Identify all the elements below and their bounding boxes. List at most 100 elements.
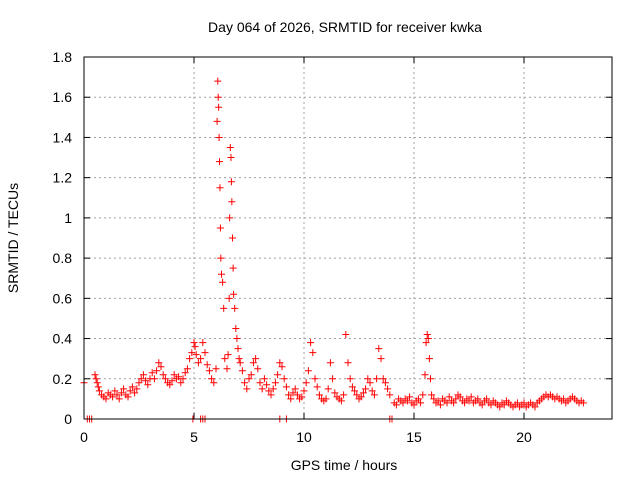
data-point [190,339,198,347]
data-point [131,389,139,397]
data-point [161,375,169,383]
data-point [216,184,224,192]
data-point [92,375,100,383]
data-point [452,395,460,403]
data-point [414,395,422,403]
data-point [197,355,205,363]
data-point [263,381,271,389]
data-point [153,367,161,375]
data-point [392,401,400,409]
data-point [245,375,253,383]
data-point [487,401,495,409]
data-point [225,294,233,302]
y-tick-label: 1.4 [53,129,73,145]
data-point [406,393,414,401]
data-point [183,365,191,373]
data-point [445,393,453,401]
data-point [205,367,213,375]
data-point [399,399,407,407]
data-point [227,178,235,186]
data-point [269,385,277,393]
data-point [531,403,539,411]
data-point [291,385,299,393]
data-point [227,154,235,162]
data-point [467,393,475,401]
data-point [113,391,121,399]
data-point [186,355,194,363]
data-point [155,359,163,367]
data-point [351,387,359,395]
y-tick-label: 1.8 [53,49,73,65]
data-point [179,375,187,383]
data-point [282,383,290,391]
data-point [191,343,199,351]
data-point [362,385,370,393]
data-point [243,385,251,393]
data-point [208,375,216,383]
data-point [483,395,491,403]
data-point [214,77,222,85]
data-point [217,254,225,262]
data-point [213,117,221,125]
data-point [241,379,249,387]
data-point [424,335,432,343]
data-point [135,379,143,387]
data-point [461,399,469,407]
data-point [430,395,438,403]
data-point [229,234,236,242]
y-axis-label: SRMTID / TECUs [5,183,21,293]
data-point [234,345,242,353]
x-tick-label: 5 [190,429,198,445]
data-point [403,397,411,405]
data-point [520,399,528,407]
data-point [109,393,117,401]
y-tick-label: 0.8 [53,250,73,266]
data-point [379,375,387,383]
data-point [434,397,442,405]
data-point [224,351,232,359]
y-tick-label: 0 [64,411,72,427]
data-point [422,339,430,347]
data-point [221,355,229,363]
data-point [236,359,244,367]
data-point [304,367,312,375]
y-tick-label: 0.2 [53,371,73,387]
data-point [359,389,367,397]
data-point [289,389,297,397]
data-point [324,385,332,393]
data-point [300,387,308,395]
data-point [428,391,436,399]
data-point [102,395,110,403]
data-point [465,397,473,405]
data-point [94,383,102,391]
data-point [124,393,132,401]
data-point [166,381,174,389]
data-point [91,371,99,379]
data-point [128,383,136,391]
y-tick-label: 0.6 [53,290,73,306]
data-point [93,379,101,387]
data-point [212,365,220,373]
data-point [126,387,134,395]
tick-labels: 0 0.2 0.4 0.6 0.8 1 1.2 1.4 1.6 1.8 0 5 10 15 20 [53,49,532,445]
data-point [298,393,306,401]
data-point [150,375,158,383]
data-point [373,375,381,383]
data-point [215,133,223,141]
data-point [436,401,444,409]
data-point [450,399,458,407]
data-point [423,331,431,339]
data-points [80,77,587,423]
data-point [148,369,156,377]
data-point [384,385,392,393]
data-point [307,339,315,347]
data-point [357,393,365,401]
y-tick-label: 1 [64,210,72,226]
data-point [188,349,196,357]
data-point [500,401,508,409]
data-point [348,383,356,391]
data-point [203,361,211,369]
data-point [254,365,262,373]
data-point [230,290,238,298]
x-tick-label: 0 [80,429,88,445]
